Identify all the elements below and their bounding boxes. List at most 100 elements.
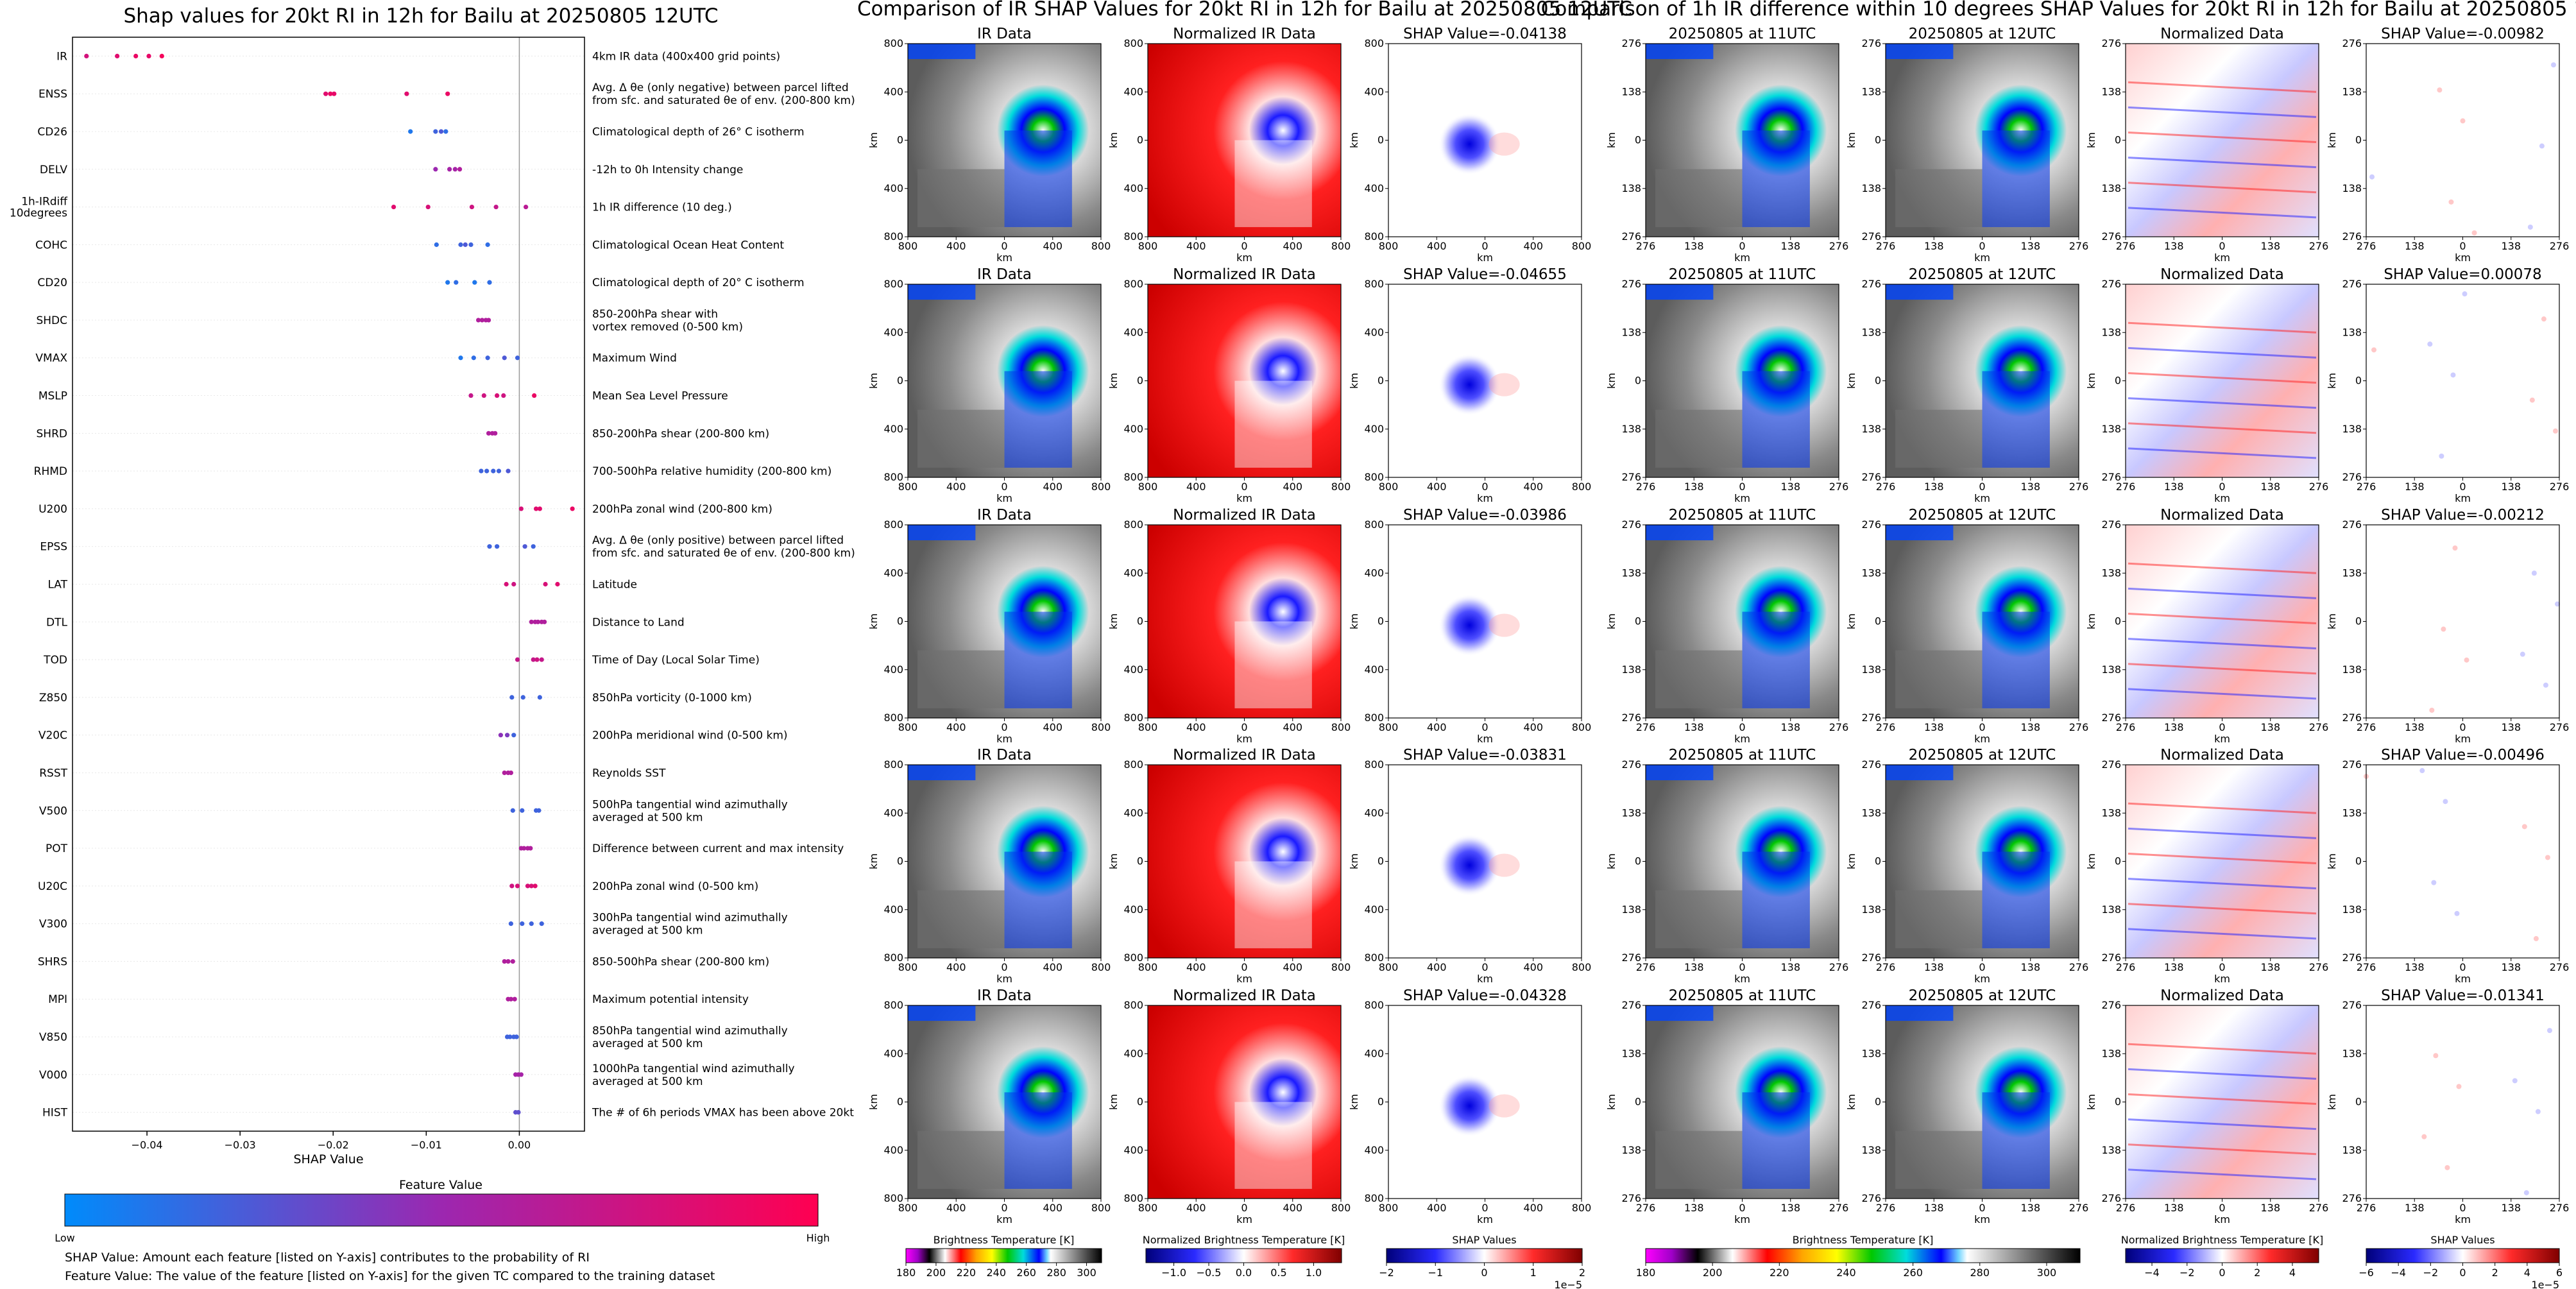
ir-gray-region	[1655, 409, 1743, 468]
x-tick-label: −0.01	[411, 1139, 442, 1151]
shap-point	[518, 1072, 524, 1077]
diff-shap-speck	[2462, 291, 2468, 297]
feature-label-line: DTL	[46, 616, 67, 629]
feature-label-line: SHRS	[38, 955, 67, 968]
x-tick-label: 800	[1331, 961, 1351, 973]
y-tick-label: 800	[1364, 37, 1384, 49]
panel-image	[1646, 765, 1839, 958]
y-tick-label: 800	[1364, 952, 1384, 964]
y-axis-label: km	[1107, 613, 1120, 629]
diff-stripe	[2128, 852, 2317, 865]
x-tick-label: 276	[1829, 481, 1849, 493]
x-tick-label: 138	[2501, 481, 2521, 493]
bottom-colorbars: Brightness Temperature [K]180 200 220 240 26…	[896, 1234, 2563, 1289]
colorbar-tick-label: 180	[1636, 1267, 1656, 1279]
shap-point	[509, 884, 515, 889]
x-tick-label: 800	[1379, 240, 1399, 252]
y-tick-label: 400	[1123, 807, 1143, 819]
feature-label: RHMD	[34, 465, 67, 478]
shap-point	[539, 657, 544, 662]
feature-description: 4km IR data (400x400 grid points)	[592, 50, 780, 63]
diff-stripe	[2128, 903, 2317, 915]
panel-image	[1388, 44, 1582, 237]
panel-image	[1148, 284, 1341, 477]
x-axis-label: km	[1734, 252, 1750, 264]
feature-description-line: 850-200hPa shear (200-800 km)	[592, 427, 769, 440]
diff-shap-grid: 20250805 at 11UTC 276 276 138 138 0 0 138 138 276…	[1605, 26, 2569, 1225]
y-tick-label: 138	[2101, 1047, 2121, 1059]
diff-grid-title: Comparison of 1h IR difference within 10…	[1541, 0, 2576, 21]
y-tick-label: 800	[1123, 37, 1143, 49]
x-tick-label: 138	[2020, 481, 2040, 493]
feature-description-line: Climatological Ocean Heat Content	[592, 239, 784, 252]
shap-point	[486, 318, 491, 323]
y-axis-label: km	[2326, 613, 2338, 629]
x-tick-label: 138	[2020, 721, 2040, 733]
x-tick-label: 0	[1481, 1202, 1488, 1214]
colorbar	[905, 1248, 1102, 1263]
shap-point	[529, 884, 534, 889]
diff-shap-image	[2366, 1005, 2559, 1199]
y-tick-label: 400	[883, 1047, 903, 1059]
colorbar-tick-label: 240	[1836, 1267, 1856, 1279]
colorbar-tick-label: 260	[1903, 1267, 1923, 1279]
x-tick-label: 800	[898, 1202, 918, 1214]
x-tick-label: 138	[2501, 961, 2521, 973]
feature-label: LAT	[47, 579, 67, 592]
y-tick-label: 400	[1123, 663, 1143, 676]
panel-image	[1886, 765, 2079, 958]
feature-description-line: Climatological depth of 20° C isotherm	[592, 277, 805, 289]
panel-image	[2126, 44, 2319, 237]
x-tick-label: 0	[1739, 721, 1745, 733]
ir-grid-title: Comparison of IR SHAP Values for 20kt RI…	[857, 0, 1632, 21]
diff-stripe	[2128, 928, 2317, 940]
x-tick-label: 138	[2501, 1202, 2521, 1214]
y-tick-label: 138	[2101, 182, 2121, 194]
x-axis-label: km	[1477, 1213, 1493, 1225]
y-tick-label: 138	[1861, 423, 1881, 435]
diff-shap-speck	[2464, 657, 2469, 663]
feature-label: CD20	[37, 277, 67, 289]
x-tick-label: 276	[2069, 240, 2089, 252]
x-tick-label: 400	[1523, 1202, 1543, 1214]
feature-description-line: averaged at 500 km	[592, 1075, 703, 1088]
y-tick-label: 276	[2101, 758, 2121, 771]
y-tick-label: 276	[2342, 518, 2362, 531]
ir-cloud-band	[1742, 1092, 1810, 1189]
panel-title: IR Data	[977, 26, 1032, 42]
y-tick-label: 400	[1123, 903, 1143, 916]
diff-stripe	[2128, 878, 2317, 890]
y-axis-label: km	[1845, 132, 1857, 148]
x-tick-label: 276	[2550, 721, 2570, 733]
y-tick-label: 138	[2342, 85, 2362, 98]
x-tick-label: 276	[1829, 721, 1849, 733]
x-tick-label: 276	[2116, 481, 2136, 493]
shap-point	[537, 506, 542, 511]
y-tick-label: 276	[1861, 278, 1881, 290]
x-axis-label: km	[1236, 1213, 1252, 1225]
diff-stripe	[2128, 1143, 2317, 1156]
x-tick-label: 0	[1739, 961, 1745, 973]
feature-label: DELV	[40, 164, 67, 176]
feature-description: Avg. Δ θe (only negative) between parcel…	[592, 81, 855, 107]
y-axis-label: km	[2085, 613, 2097, 629]
colorbar-label: Normalized Brightness Temperature [K]	[1143, 1234, 1345, 1246]
y-axis-label: km	[1107, 373, 1120, 389]
feature-label-line: 1h-IRdiff	[21, 196, 68, 209]
panel-image	[1388, 1005, 1582, 1199]
shap-point	[481, 393, 486, 398]
feature-label: IR	[56, 50, 67, 63]
y-axis-label: km	[1348, 1094, 1360, 1110]
y-tick-label: 138	[1861, 85, 1881, 98]
x-tick-label: 400	[1427, 1202, 1447, 1214]
colorbar-tick-label: −0.5	[1197, 1267, 1222, 1279]
shap-summary-plot: IR 4km IR data (400x400 grid points) ENSS A…	[10, 37, 855, 1166]
panel-title: 20250805 at 12UTC	[1909, 987, 2056, 1004]
diff-shap-speck	[2369, 174, 2375, 180]
diff-stripe	[2128, 422, 2317, 434]
y-tick-label: 0	[897, 615, 903, 627]
ir-gray-region	[1655, 1131, 1743, 1189]
x-tick-label: 276	[1876, 240, 1896, 252]
y-tick-label: 0	[1875, 375, 1881, 387]
diff-stripe	[2128, 131, 2317, 144]
